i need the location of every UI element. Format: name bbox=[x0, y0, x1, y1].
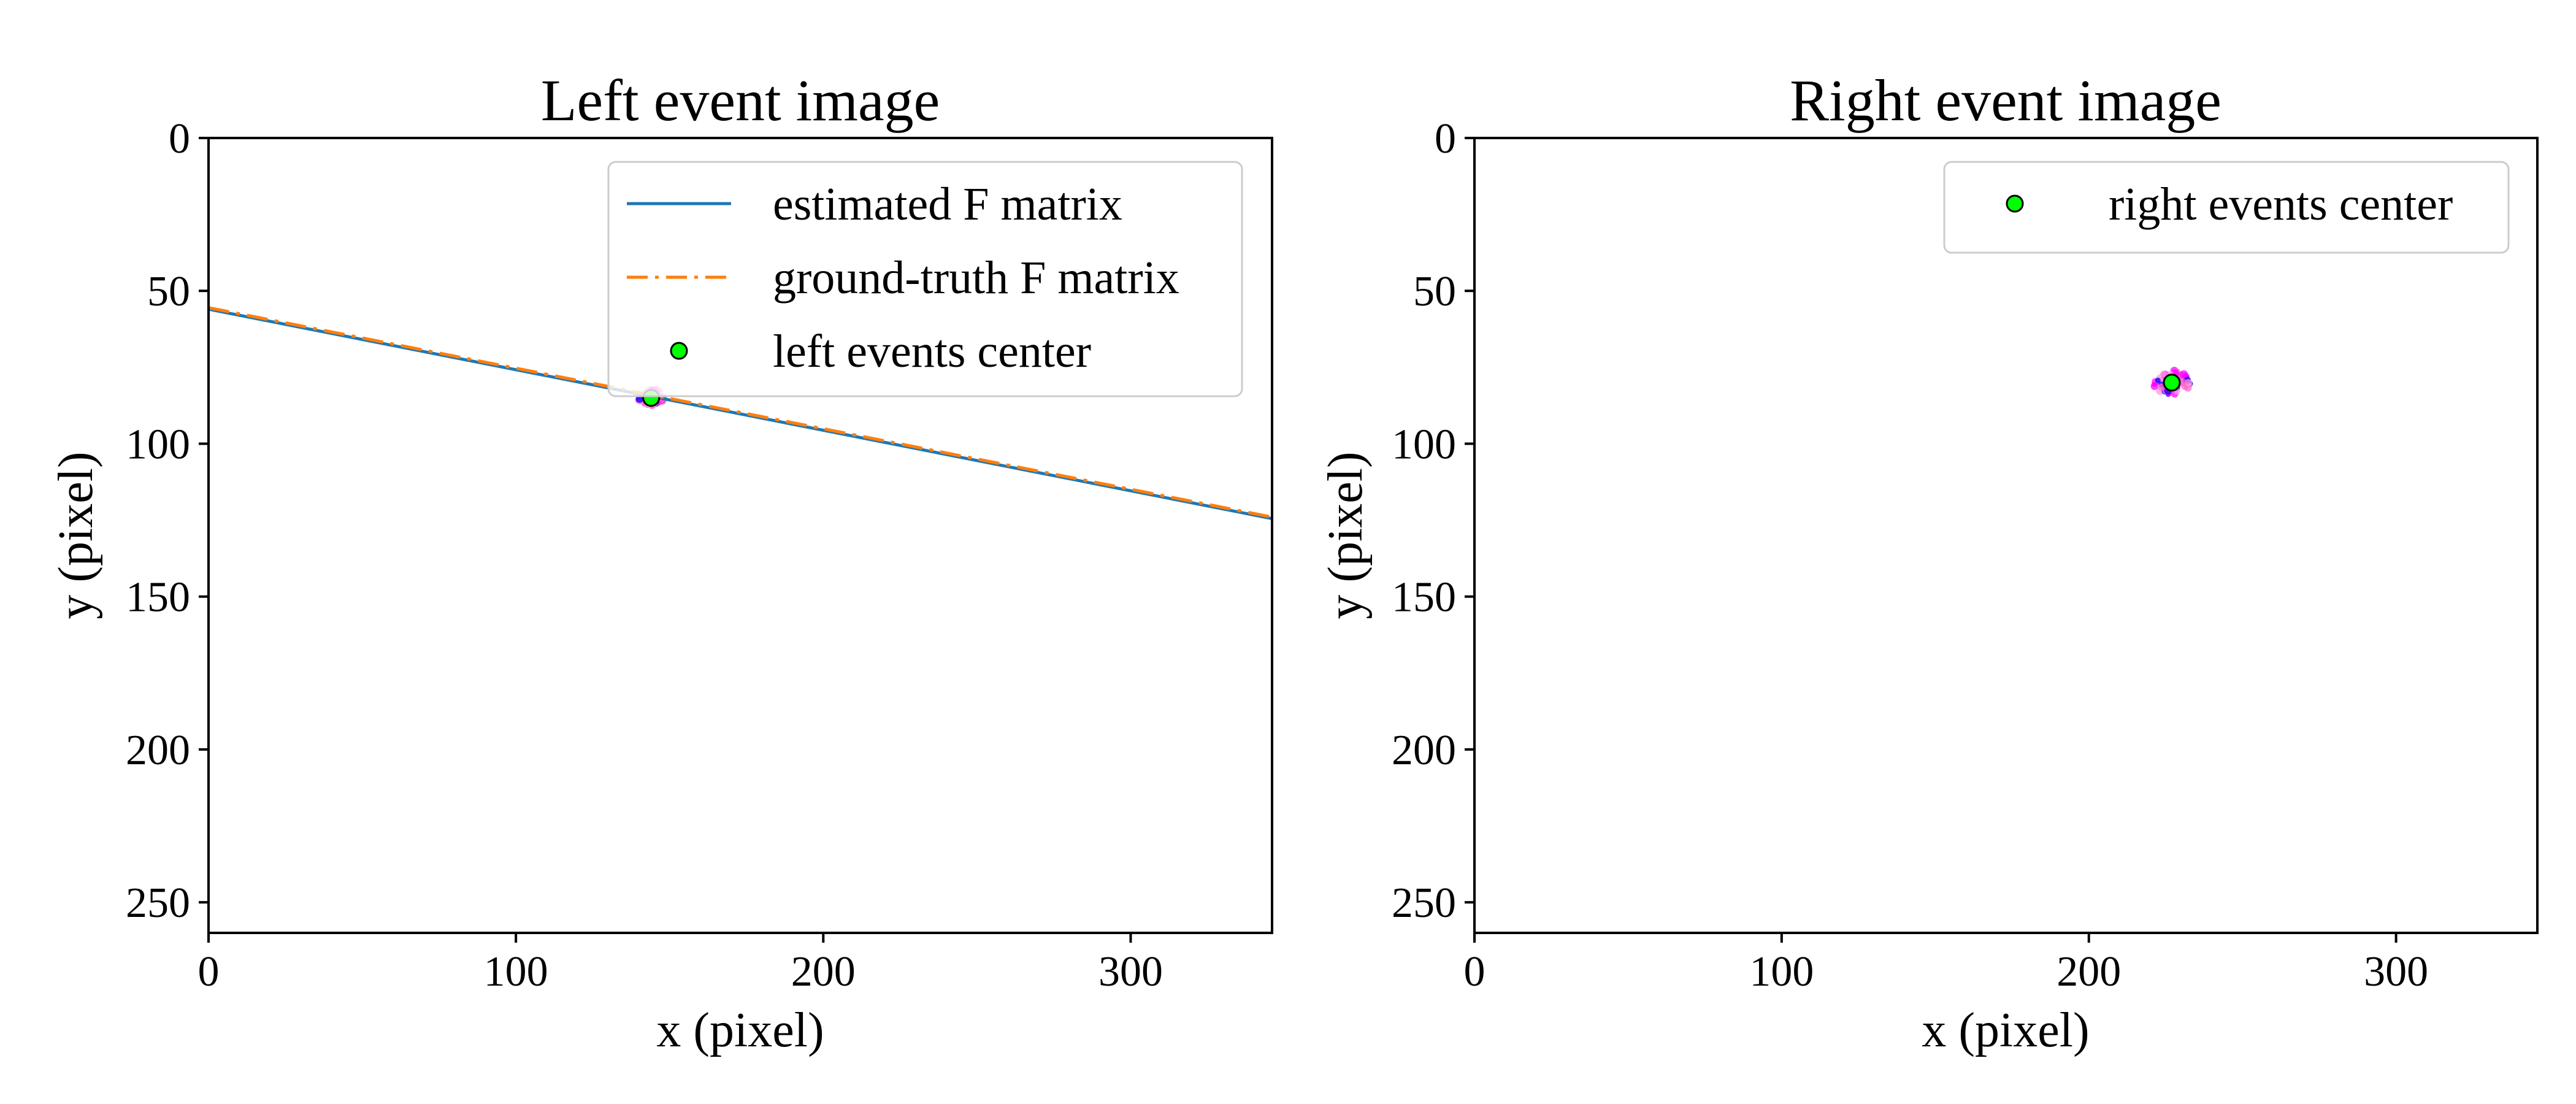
left-x-tick-label: 300 bbox=[1098, 948, 1163, 995]
left-x-tick-label: 100 bbox=[484, 948, 548, 995]
left-axes-frame bbox=[207, 137, 1273, 934]
right-legend-label: right events center bbox=[2109, 178, 2453, 230]
right-x-tick-label: 300 bbox=[2364, 948, 2428, 995]
right-x-axis-label: x (pixel) bbox=[1922, 1003, 2089, 1057]
right-ticks: 0 100 200 300 0 50 100 150 200 250 bbox=[1392, 115, 2428, 995]
right-event-dot bbox=[2160, 370, 2168, 378]
right-x-tick-label: 100 bbox=[1749, 948, 1814, 995]
left-legend-label: ground-truth F matrix bbox=[773, 252, 1179, 304]
right-y-tick-label: 200 bbox=[1392, 727, 1456, 774]
left-legend-box bbox=[607, 161, 1243, 397]
left-x-tick-label: 200 bbox=[791, 948, 856, 995]
right-y-axis-label: y (pixel) bbox=[1319, 451, 1373, 619]
right-panel: Right event image 0 100 200 300 0 50 100 150 200… bbox=[1319, 67, 2539, 1057]
left-y-tick-label: 50 bbox=[147, 268, 190, 315]
right-legend-box bbox=[1943, 161, 2510, 254]
right-y-tick-label: 250 bbox=[1392, 880, 1456, 927]
right-legend-marker bbox=[2006, 194, 2024, 213]
left-series-line-2 bbox=[209, 306, 1272, 519]
right-series-point bbox=[2163, 374, 2181, 392]
left-y-tick-label: 150 bbox=[126, 574, 190, 621]
left-y-tick-label: 100 bbox=[126, 421, 190, 468]
left-y-axis-label: y (pixel) bbox=[49, 451, 103, 619]
right-y-tick-label: 50 bbox=[1413, 268, 1456, 315]
left-x-axis-label: x (pixel) bbox=[656, 1003, 824, 1057]
right-event-dot bbox=[2155, 377, 2161, 383]
left-y-tick-label: 200 bbox=[126, 727, 190, 774]
right-legend: right events center bbox=[1943, 161, 2510, 254]
right-y-tick-label: 0 bbox=[1435, 115, 1456, 163]
left-y-tick-label: 0 bbox=[169, 115, 190, 163]
left-ticks: 0 100 200 300 0 50 100 150 200 250 bbox=[126, 115, 1163, 995]
right-event-dot bbox=[2185, 379, 2192, 386]
right-x-tick-label: 200 bbox=[2057, 948, 2121, 995]
right-plot-area bbox=[2150, 366, 2193, 398]
right-event-dot bbox=[2158, 383, 2166, 391]
left-y-tick-label: 250 bbox=[126, 880, 190, 927]
left-x-tick-label: 0 bbox=[198, 948, 220, 995]
right-event-dot bbox=[2179, 370, 2188, 378]
left-legend-label: estimated F matrix bbox=[773, 178, 1122, 230]
right-axes-frame bbox=[1473, 137, 2539, 934]
right-event-dot bbox=[2151, 381, 2157, 388]
left-panel: Left event image 0 100 200 300 0 50 100 150 200 2… bbox=[49, 67, 1273, 1057]
left-legend: estimated F matrix ground-truth F matrix l… bbox=[607, 161, 1243, 397]
left-legend-label: left events center bbox=[773, 326, 1091, 377]
right-panel-title: Right event image bbox=[1790, 67, 2221, 133]
left-panel-title: Left event image bbox=[541, 67, 940, 133]
right-y-tick-label: 100 bbox=[1392, 421, 1456, 468]
left-legend-marker bbox=[670, 342, 688, 360]
right-y-tick-label: 150 bbox=[1392, 574, 1456, 621]
right-x-tick-label: 0 bbox=[1464, 948, 1485, 995]
